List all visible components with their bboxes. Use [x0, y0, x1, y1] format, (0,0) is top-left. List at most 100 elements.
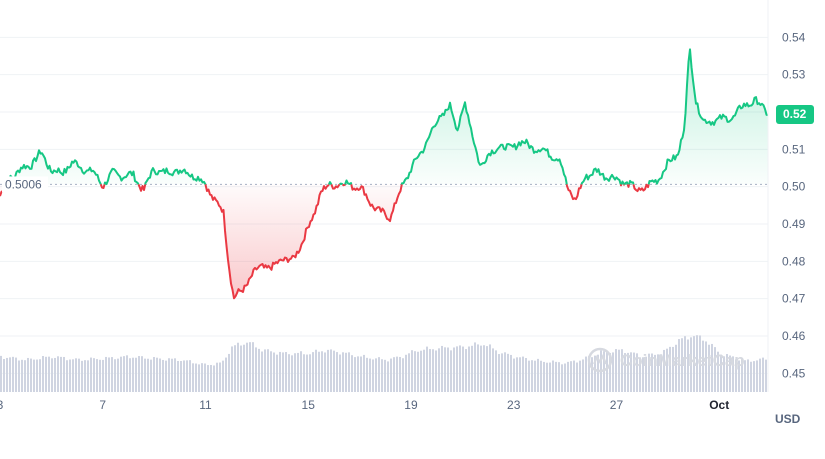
volume-bar	[513, 358, 515, 392]
volume-bar	[579, 360, 581, 392]
volume-bar	[18, 360, 20, 392]
volume-bar	[642, 357, 644, 392]
volume-bar	[528, 360, 530, 392]
volume-bar	[216, 362, 218, 392]
volume-bar	[717, 351, 719, 392]
currency-label: USD	[775, 412, 801, 426]
price-line-down	[350, 184, 403, 223]
price-line-up	[623, 181, 629, 186]
price-line-up	[647, 48, 769, 185]
volume-bar	[207, 365, 209, 392]
volume-bar	[549, 362, 551, 392]
volume-bar	[267, 349, 269, 392]
volume-bar	[87, 360, 89, 392]
volume-bar	[312, 352, 314, 392]
volume-bar	[345, 352, 347, 392]
volume-bar	[420, 350, 422, 392]
volume-bar	[213, 365, 215, 392]
y-axis-ticks: 0.54 0.53 0.52 0.51 0.50 0.49 0.48 0.47 0.46 0.45	[782, 30, 806, 380]
volume-bar	[486, 346, 488, 392]
volume-bar	[117, 358, 119, 392]
price-line-down	[626, 184, 631, 188]
volume-bar	[735, 359, 737, 392]
volume-bar	[393, 357, 395, 392]
volume-bar	[60, 356, 62, 392]
volume-bar	[489, 344, 491, 392]
volume-bar	[648, 353, 650, 392]
volume-bar	[651, 353, 653, 392]
volume-bar	[45, 356, 47, 392]
volume-bar	[270, 351, 272, 392]
volume-bar	[537, 358, 539, 392]
volume-bar	[693, 336, 695, 392]
volume-bar	[21, 359, 23, 392]
y-tick-label: 0.53	[782, 68, 806, 82]
volume-bar	[399, 356, 401, 392]
volume-bar	[54, 357, 56, 392]
volume-bar	[597, 354, 599, 392]
volume-bars	[0, 335, 767, 392]
volume-bar	[534, 360, 536, 392]
price-line-down	[330, 183, 341, 190]
volume-bar	[576, 362, 578, 392]
volume-bar	[681, 338, 683, 392]
volume-bar	[156, 357, 158, 392]
volume-bar	[318, 351, 320, 392]
price-line-up	[338, 182, 344, 186]
volume-bar	[222, 360, 224, 392]
volume-bar	[759, 358, 761, 392]
volume-bar	[375, 358, 377, 392]
volume-bar	[63, 356, 65, 392]
y-tick-label: 0.49	[782, 217, 806, 231]
volume-bar	[408, 353, 410, 392]
volume-bar	[288, 354, 290, 392]
volume-bar	[153, 357, 155, 392]
price-line-down	[632, 183, 650, 193]
volume-bar	[564, 363, 566, 392]
volume-bar	[75, 358, 77, 392]
volume-bar	[273, 352, 275, 392]
volume-bar	[510, 354, 512, 392]
y-tick-label: 0.47	[782, 292, 806, 306]
volume-bar	[48, 356, 50, 392]
volume-bar	[540, 360, 542, 392]
volume-bar	[621, 349, 623, 392]
volume-bar	[315, 349, 317, 392]
volume-bar	[747, 359, 749, 392]
y-tick-label: 0.46	[782, 329, 806, 343]
volume-bar	[636, 353, 638, 392]
x-tick-label: 19	[404, 398, 418, 412]
reference-label: 0.5006	[5, 177, 42, 191]
volume-bar	[573, 360, 575, 392]
volume-bar	[405, 354, 407, 392]
volume-bar	[123, 356, 125, 392]
volume-bar	[426, 346, 428, 392]
volume-bar	[363, 354, 365, 392]
volume-bar	[6, 357, 8, 392]
volume-bar	[447, 347, 449, 392]
x-axis-ticks: 3 7 11 15 19 23 27 Oct	[0, 398, 729, 412]
volume-bar	[342, 352, 344, 392]
volume-bar	[396, 356, 398, 392]
volume-bar	[660, 354, 662, 392]
volume-bar	[234, 345, 236, 392]
volume-bar	[585, 356, 587, 392]
volume-bar	[546, 362, 548, 392]
volume-bar	[360, 356, 362, 392]
volume-bar	[81, 360, 83, 392]
volume-bar	[231, 346, 233, 392]
volume-bar	[303, 354, 305, 392]
area-below-reference	[0, 184, 768, 299]
volume-bar	[450, 350, 452, 392]
volume-bar	[639, 357, 641, 392]
volume-bar	[378, 357, 380, 392]
volume-bar	[618, 349, 620, 392]
volume-bar	[555, 361, 557, 392]
volume-bar	[294, 353, 296, 392]
volume-bar	[471, 345, 473, 392]
volume-bar	[630, 352, 632, 392]
last-price-label: 0.52	[783, 107, 807, 121]
volume-bar	[240, 345, 242, 392]
volume-bar	[144, 358, 146, 392]
